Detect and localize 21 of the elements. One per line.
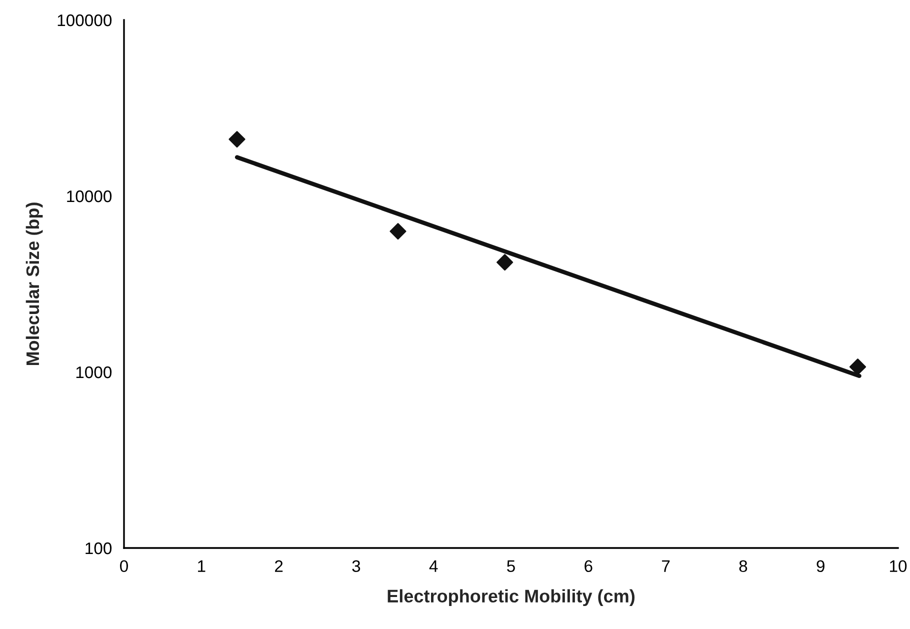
x-tick-label: 4 — [429, 560, 438, 572]
x-tick-label: 5 — [507, 560, 515, 572]
point — [849, 358, 866, 376]
y-tick-label: 1000 — [76, 366, 112, 378]
y-tick-label: 100000 — [58, 14, 112, 26]
point — [496, 254, 514, 271]
x-tick-label: 0 — [120, 560, 128, 572]
x-tick-label: 7 — [662, 560, 670, 572]
y-tick-label: 10000 — [67, 190, 112, 202]
y-tick-label: 100 — [86, 542, 112, 554]
x-tick-label: 1 — [198, 560, 206, 572]
x-tick-label: 2 — [275, 560, 283, 572]
point — [228, 130, 246, 148]
x-tick-label: 6 — [584, 560, 592, 572]
point — [390, 223, 406, 240]
x-tick-label: 10 — [890, 560, 907, 572]
x-tick-label: 3 — [352, 560, 360, 572]
y-axis-title: Molecular Size (bp) — [26, 202, 43, 366]
x-tick-label: 9 — [816, 560, 824, 572]
x-axis-title: Electrophoretic Mobility (cm) — [388, 589, 635, 606]
x-tick-label: 8 — [739, 560, 748, 572]
